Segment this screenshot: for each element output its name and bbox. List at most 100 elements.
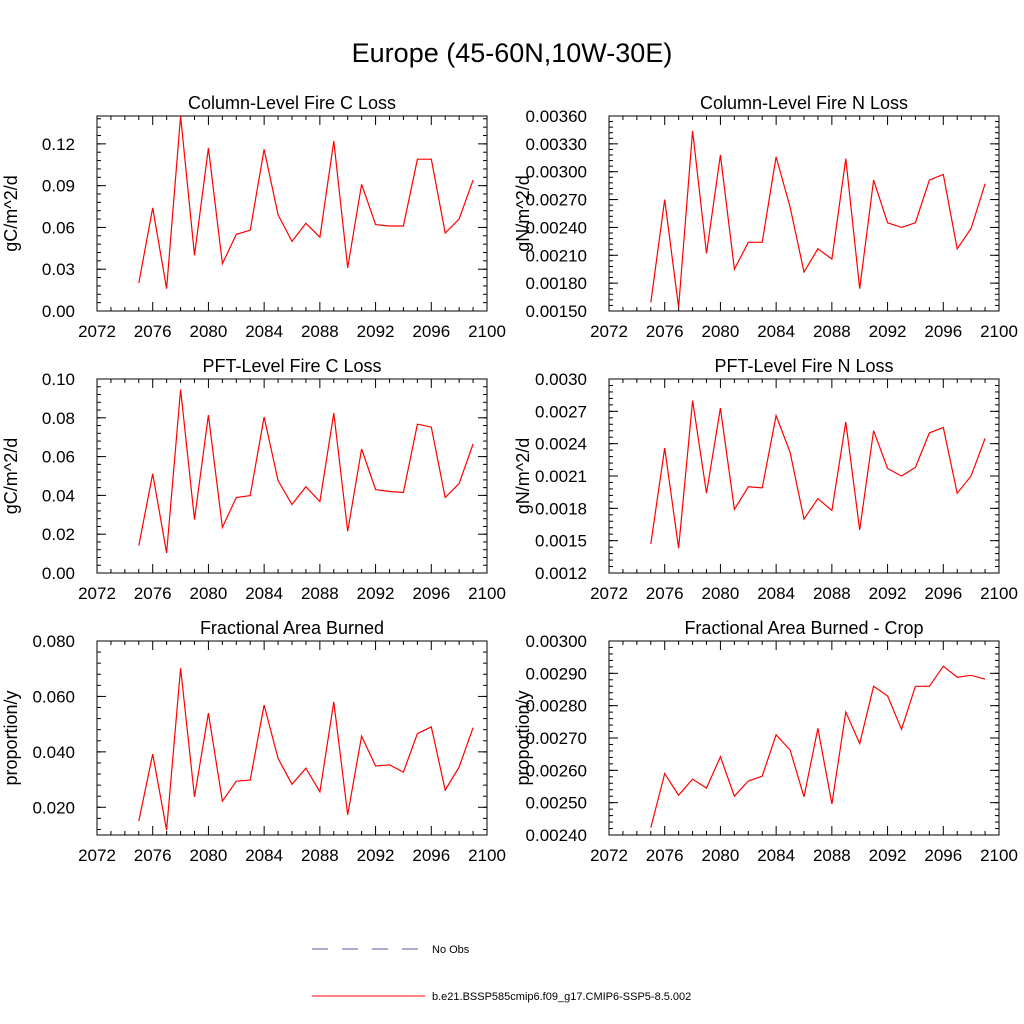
y-tick-label: 0.00240 bbox=[526, 218, 587, 237]
y-axis-label: gN/m^2/d bbox=[513, 438, 533, 514]
x-tick-label: 2080 bbox=[190, 584, 228, 603]
x-tick-label: 2100 bbox=[980, 846, 1018, 865]
y-tick-label: 0.04 bbox=[42, 486, 75, 505]
series-line bbox=[138, 668, 474, 831]
x-tick-label: 2076 bbox=[646, 584, 684, 603]
x-tick-label: 2076 bbox=[134, 322, 172, 341]
series-line bbox=[650, 665, 986, 828]
y-tick-label: 0.00210 bbox=[526, 246, 587, 265]
chart-panel: Fractional Area Burned - Crop proportion/… bbox=[513, 618, 1018, 865]
chart-title: PFT-Level Fire N Loss bbox=[714, 356, 893, 376]
x-tick-label: 2084 bbox=[245, 846, 283, 865]
plot-frame bbox=[608, 115, 1000, 312]
y-axis-label: gN/m^2/d bbox=[513, 175, 533, 251]
x-tick-label: 2092 bbox=[357, 584, 395, 603]
series-line bbox=[138, 389, 474, 554]
x-tick-label: 2092 bbox=[357, 322, 395, 341]
x-tick-label: 2076 bbox=[134, 846, 172, 865]
x-tick-label: 2072 bbox=[590, 846, 628, 865]
y-tick-label: 0.080 bbox=[32, 632, 75, 651]
x-tick-label: 2096 bbox=[412, 846, 450, 865]
chart-panel: Column-Level Fire N Loss gN/m^2/d 2072 2076… bbox=[513, 93, 1018, 341]
x-tick-label: 2088 bbox=[301, 846, 339, 865]
x-tick-label: 2092 bbox=[357, 846, 395, 865]
y-tick-label: 0.00270 bbox=[526, 191, 587, 210]
y-tick-label: 0.020 bbox=[32, 798, 75, 817]
y-tick-label: 0.00300 bbox=[526, 163, 587, 182]
x-tick-label: 2092 bbox=[869, 846, 907, 865]
y-tick-label: 0.040 bbox=[32, 743, 75, 762]
x-tick-label: 2096 bbox=[924, 584, 962, 603]
plot-frame bbox=[96, 115, 488, 312]
y-tick-label: 0.0027 bbox=[535, 402, 587, 421]
y-tick-label: 0.00 bbox=[42, 302, 75, 321]
chart-panel: PFT-Level Fire C Loss gC/m^2/d 2072 2076 208… bbox=[1, 356, 506, 603]
y-tick-label: 0.060 bbox=[32, 687, 75, 706]
x-tick-label: 2084 bbox=[245, 584, 283, 603]
y-tick-label: 0.00360 bbox=[526, 107, 587, 126]
x-tick-label: 2100 bbox=[468, 846, 506, 865]
x-tick-label: 2088 bbox=[301, 322, 339, 341]
y-tick-label: 0.00330 bbox=[526, 135, 587, 154]
y-axis-label: gC/m^2/d bbox=[1, 438, 21, 514]
series-line bbox=[138, 116, 474, 289]
x-tick-label: 2084 bbox=[757, 846, 795, 865]
x-tick-label: 2072 bbox=[78, 584, 116, 603]
x-tick-label: 2096 bbox=[412, 584, 450, 603]
y-tick-label: 0.00250 bbox=[526, 794, 587, 813]
x-tick-label: 2076 bbox=[646, 322, 684, 341]
x-tick-label: 2072 bbox=[590, 584, 628, 603]
y-tick-label: 0.08 bbox=[42, 409, 75, 428]
y-tick-label: 0.00240 bbox=[526, 826, 587, 845]
x-tick-label: 2072 bbox=[78, 322, 116, 341]
y-tick-label: 0.00 bbox=[42, 564, 75, 583]
y-tick-label: 0.0015 bbox=[535, 532, 587, 551]
chart-panel: Column-Level Fire C Loss gC/m^2/d 2072 2076… bbox=[1, 93, 506, 341]
y-tick-label: 0.09 bbox=[42, 177, 75, 196]
x-tick-label: 2100 bbox=[980, 584, 1018, 603]
x-tick-label: 2080 bbox=[190, 322, 228, 341]
x-tick-label: 2072 bbox=[78, 846, 116, 865]
x-tick-label: 2080 bbox=[702, 846, 740, 865]
y-tick-label: 0.06 bbox=[42, 218, 75, 237]
x-tick-label: 2088 bbox=[813, 322, 851, 341]
chart-panel: Fractional Area Burned proportion/y 2072 20… bbox=[1, 618, 506, 865]
x-tick-label: 2096 bbox=[412, 322, 450, 341]
x-tick-label: 2076 bbox=[646, 846, 684, 865]
x-tick-label: 2096 bbox=[924, 846, 962, 865]
x-tick-label: 2072 bbox=[590, 322, 628, 341]
x-tick-label: 2084 bbox=[245, 322, 283, 341]
x-tick-label: 2088 bbox=[813, 584, 851, 603]
series-line bbox=[650, 400, 986, 549]
y-tick-label: 0.0018 bbox=[535, 499, 587, 518]
x-tick-label: 2100 bbox=[468, 584, 506, 603]
chart-title: Fractional Area Burned - Crop bbox=[684, 618, 923, 638]
y-tick-label: 0.0012 bbox=[535, 564, 587, 583]
x-tick-label: 2080 bbox=[190, 846, 228, 865]
x-tick-label: 2092 bbox=[869, 322, 907, 341]
chart-title: Column-Level Fire C Loss bbox=[188, 93, 396, 113]
chart-panel: PFT-Level Fire N Loss gN/m^2/d 2072 2076 208… bbox=[513, 356, 1018, 603]
y-tick-label: 0.0030 bbox=[535, 370, 587, 389]
y-tick-label: 0.10 bbox=[42, 370, 75, 389]
y-axis-label: proportion/y bbox=[513, 690, 533, 785]
legend-label: No Obs bbox=[432, 944, 470, 956]
x-tick-label: 2080 bbox=[702, 322, 740, 341]
x-tick-label: 2092 bbox=[869, 584, 907, 603]
chart-title: Fractional Area Burned bbox=[200, 618, 384, 638]
y-tick-label: 0.06 bbox=[42, 448, 75, 467]
y-tick-label: 0.00300 bbox=[526, 632, 587, 651]
x-tick-label: 2084 bbox=[757, 584, 795, 603]
plot-frame bbox=[608, 378, 1000, 574]
x-tick-label: 2080 bbox=[702, 584, 740, 603]
plot-frame bbox=[96, 640, 488, 836]
plot-frame bbox=[96, 378, 488, 574]
chart-title: Column-Level Fire N Loss bbox=[700, 93, 908, 113]
y-tick-label: 0.02 bbox=[42, 525, 75, 544]
x-tick-label: 2100 bbox=[468, 322, 506, 341]
y-tick-label: 0.03 bbox=[42, 260, 75, 279]
x-tick-label: 2088 bbox=[813, 846, 851, 865]
y-tick-label: 0.0021 bbox=[535, 467, 587, 486]
x-tick-label: 2088 bbox=[301, 584, 339, 603]
